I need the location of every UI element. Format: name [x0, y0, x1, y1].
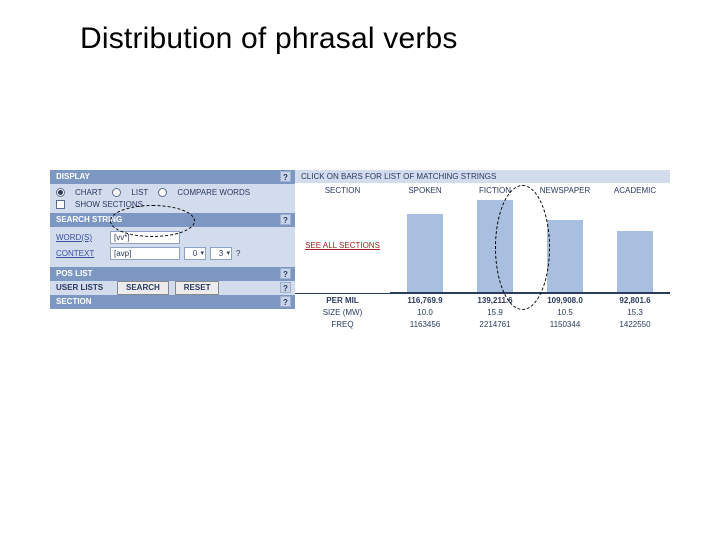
- see-all-link[interactable]: SEE ALL SECTIONS: [305, 241, 380, 250]
- bar-newspaper[interactable]: [547, 220, 583, 292]
- bar-fiction[interactable]: [477, 200, 513, 292]
- panel-wrapper: DISPLAY ? CHART LIST COMPARE WORDS SHOW …: [50, 170, 670, 340]
- reset-button[interactable]: RESET: [175, 281, 220, 295]
- display-header: DISPLAY ?: [50, 170, 295, 184]
- word-input[interactable]: [vv*]: [110, 231, 180, 244]
- stats-table: PER MIL 116,769.9 139,211.6 109,908.0 92…: [295, 293, 670, 330]
- search-string-body: WORD(S) [vv*] CONTEXT [avp] 0 3 ?: [50, 227, 295, 267]
- user-lists-label: USER LISTS: [56, 281, 111, 295]
- size-label: SIZE (MW): [295, 308, 390, 317]
- freq-label: FREQ: [295, 320, 390, 329]
- radio-chart[interactable]: [56, 188, 65, 197]
- size-spoken: 10.0: [390, 308, 460, 317]
- display-body: CHART LIST COMPARE WORDS SHOW SECTIONS: [50, 184, 295, 213]
- permil-fiction: 139,211.6: [460, 296, 530, 305]
- context-n2[interactable]: 3: [210, 247, 232, 260]
- checkbox-show-sections-label: SHOW SECTIONS: [75, 200, 143, 209]
- permil-row: PER MIL 116,769.9 139,211.6 109,908.0 92…: [295, 294, 670, 306]
- permil-label: PER MIL: [295, 296, 390, 305]
- permil-spoken: 116,769.9: [390, 296, 460, 305]
- permil-academic: 92,801.6: [600, 296, 670, 305]
- chart-area: CLICK ON BARS FOR LIST OF MATCHING STRIN…: [295, 170, 670, 340]
- display-header-text: DISPLAY: [56, 172, 90, 181]
- context-label[interactable]: CONTEXT: [56, 249, 106, 258]
- user-lists-header: USER LISTS SEARCH RESET ?: [50, 281, 295, 295]
- chart-column-headers: SECTION SPOKEN FICTION NEWSPAPER ACADEMI…: [295, 183, 670, 197]
- checkbox-show-sections[interactable]: [56, 200, 65, 209]
- freq-spoken: 1163456: [390, 320, 460, 329]
- help-icon[interactable]: ?: [280, 171, 291, 182]
- see-all-zone: SEE ALL SECTIONS: [295, 197, 390, 293]
- col-spoken: SPOKEN: [390, 186, 460, 195]
- search-button[interactable]: SEARCH: [117, 281, 169, 295]
- context-row: CONTEXT [avp] 0 3 ?: [56, 247, 289, 260]
- slide-title: Distribution of phrasal verbs: [80, 22, 458, 56]
- section-col-label: SECTION: [295, 186, 390, 195]
- context-input[interactable]: [avp]: [110, 247, 180, 260]
- word-row: WORD(S) [vv*]: [56, 231, 289, 244]
- permil-newspaper: 109,908.0: [530, 296, 600, 305]
- radio-list[interactable]: [112, 188, 121, 197]
- help-icon[interactable]: ?: [280, 282, 291, 293]
- bar-academic[interactable]: [617, 231, 653, 292]
- col-academic: ACADEMIC: [600, 186, 670, 195]
- radio-list-label: LIST: [131, 188, 148, 197]
- search-string-header-text: SEARCH STRING: [56, 215, 122, 224]
- show-sections-row: SHOW SECTIONS: [56, 200, 289, 209]
- col-newspaper: NEWSPAPER: [530, 186, 600, 195]
- freq-academic: 1422550: [600, 320, 670, 329]
- radio-compare[interactable]: [158, 188, 167, 197]
- bars-zone: SEE ALL SECTIONS: [295, 197, 670, 293]
- search-panel: DISPLAY ? CHART LIST COMPARE WORDS SHOW …: [50, 170, 295, 340]
- size-row: SIZE (MW) 10.0 15.9 10.5 15.3: [295, 306, 670, 318]
- help-icon[interactable]: ?: [280, 268, 291, 279]
- freq-newspaper: 1150344: [530, 320, 600, 329]
- bars-container: [390, 197, 670, 293]
- chart-instruction: CLICK ON BARS FOR LIST OF MATCHING STRIN…: [295, 170, 670, 183]
- word-label[interactable]: WORD(S): [56, 233, 106, 242]
- radio-chart-label: CHART: [75, 188, 102, 197]
- section-header: SECTION ?: [50, 295, 295, 309]
- pos-header-text: POS LIST: [56, 269, 92, 278]
- size-academic: 15.3: [600, 308, 670, 317]
- col-fiction: FICTION: [460, 186, 530, 195]
- radio-compare-label: COMPARE WORDS: [177, 188, 250, 197]
- context-n1[interactable]: 0: [184, 247, 206, 260]
- help-icon[interactable]: ?: [280, 296, 291, 307]
- chart-panel: CLICK ON BARS FOR LIST OF MATCHING STRIN…: [295, 170, 670, 340]
- pos-header: POS LIST ?: [50, 267, 295, 281]
- help-icon[interactable]: ?: [280, 214, 291, 225]
- section-header-text: SECTION: [56, 297, 92, 306]
- size-newspaper: 10.5: [530, 308, 600, 317]
- bar-spoken[interactable]: [407, 214, 443, 292]
- search-string-header: SEARCH STRING ?: [50, 213, 295, 227]
- freq-row: FREQ 1163456 2214761 1150344 1422550: [295, 318, 670, 330]
- freq-fiction: 2214761: [460, 320, 530, 329]
- size-fiction: 15.9: [460, 308, 530, 317]
- help-icon[interactable]: ?: [236, 249, 240, 258]
- display-options: CHART LIST COMPARE WORDS: [56, 188, 289, 197]
